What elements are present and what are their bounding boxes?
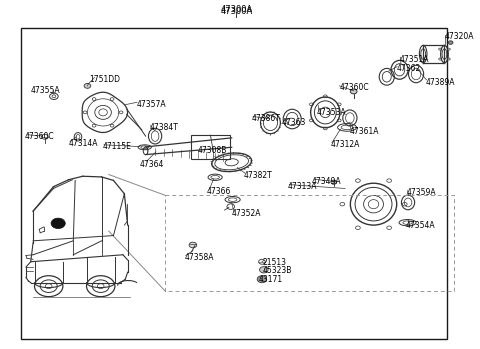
Text: 47361A: 47361A [350,127,379,136]
Circle shape [331,180,336,184]
Text: 47384T: 47384T [149,123,178,132]
Text: 45323B: 45323B [263,266,292,275]
Text: 43171: 43171 [259,275,283,284]
Text: 47364: 47364 [140,160,164,169]
Text: 47363: 47363 [282,118,306,127]
Text: 47300A: 47300A [220,7,252,16]
Bar [191,135,230,159]
Text: 47312A: 47312A [331,140,360,149]
Circle shape [189,242,197,248]
Text: 47389A: 47389A [426,77,455,87]
Text: 1751DD: 1751DD [89,75,120,84]
Text: 47314A: 47314A [69,139,98,148]
Text: 47352A: 47352A [232,209,261,218]
Text: 47358A: 47358A [184,253,214,262]
Text: 47360C: 47360C [339,83,369,92]
Text: 47300A: 47300A [220,5,252,14]
Text: 47355A: 47355A [31,86,60,95]
Circle shape [350,89,357,94]
Circle shape [257,276,267,283]
Text: 47359A: 47359A [407,188,436,197]
Text: 47386T: 47386T [252,114,280,123]
Text: 47357A: 47357A [137,100,167,109]
Text: 47354A: 47354A [406,221,435,230]
Text: 47308B: 47308B [198,146,228,155]
Text: 47313A: 47313A [288,182,317,191]
Circle shape [448,41,453,44]
Text: 47320A: 47320A [444,32,474,41]
Text: 47351A: 47351A [399,55,429,64]
Text: 47360C: 47360C [24,132,54,141]
Text: 47115E: 47115E [103,142,132,151]
Text: 47349A: 47349A [312,177,342,186]
Text: 47382T: 47382T [244,171,273,180]
Circle shape [51,218,65,229]
Circle shape [84,83,91,88]
Bar [21,28,447,339]
Text: 47366: 47366 [206,187,230,196]
Circle shape [260,267,268,273]
Text: 47362: 47362 [396,64,420,73]
Text: 47353A: 47353A [317,108,347,117]
Text: 21513: 21513 [263,258,287,267]
